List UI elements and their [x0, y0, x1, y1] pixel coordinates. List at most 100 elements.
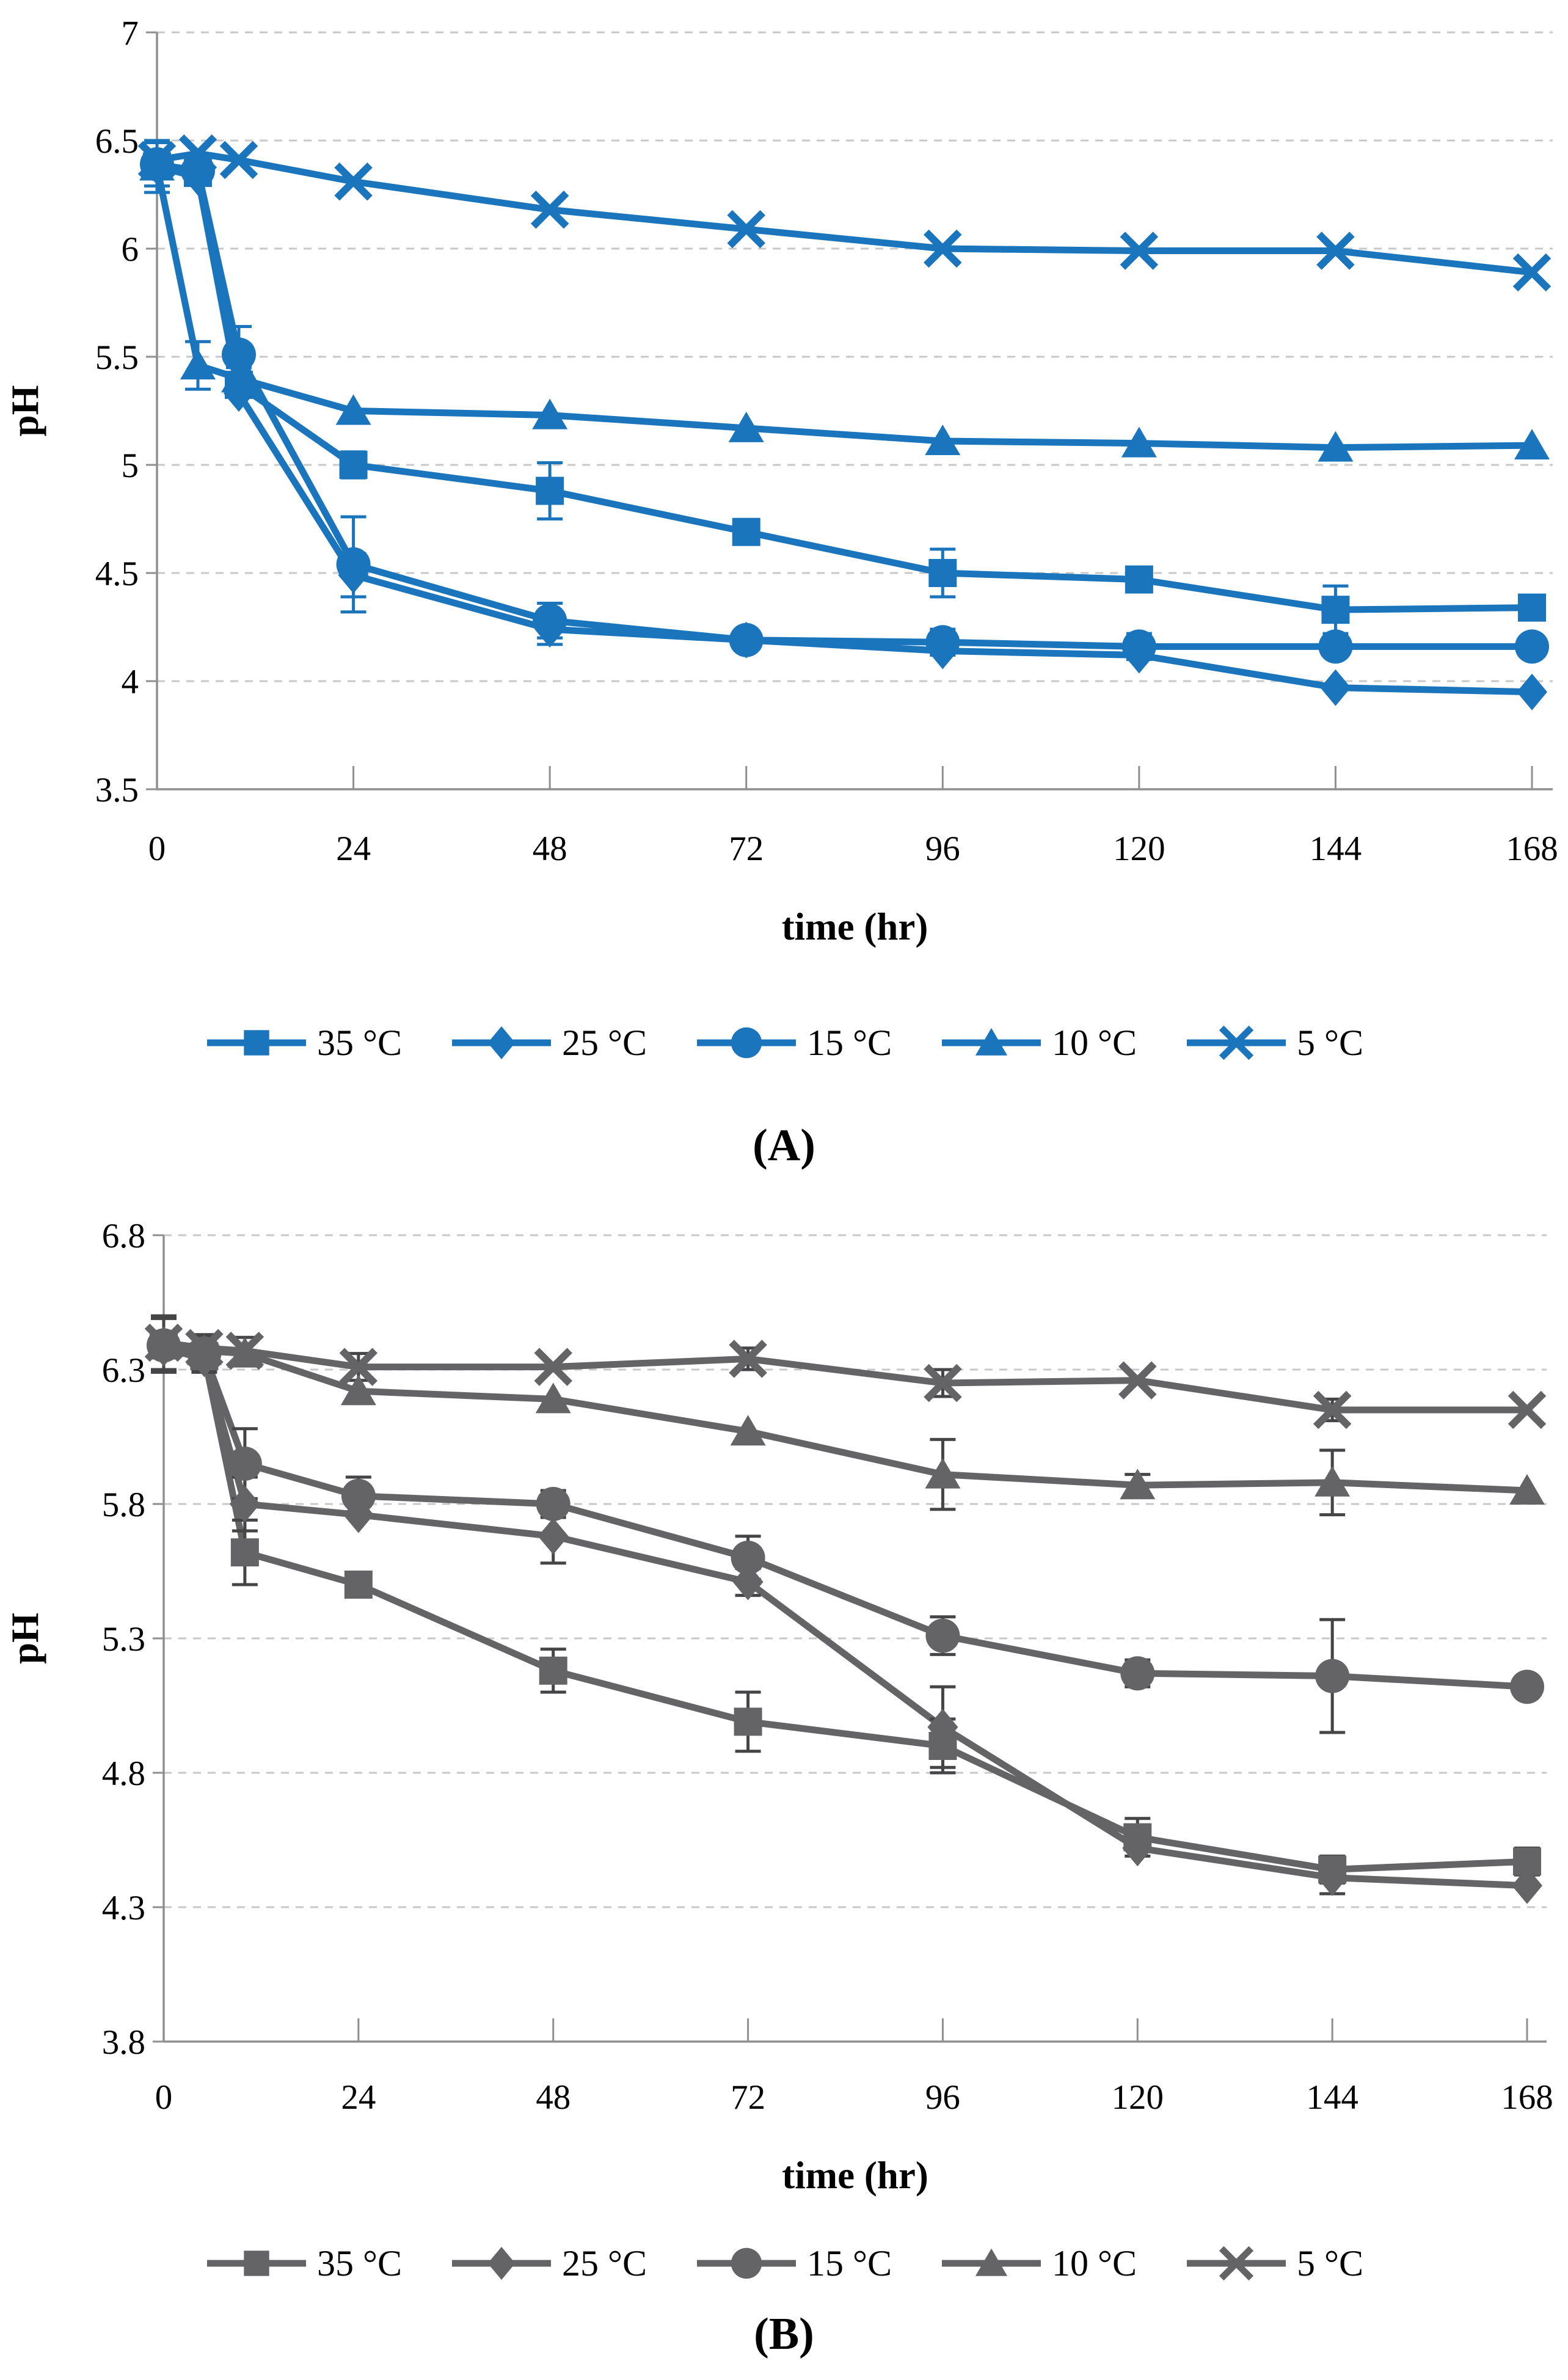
- x-tick-label: 72: [729, 830, 764, 868]
- y-tick-label: 5.3: [102, 1620, 145, 1659]
- x-tick-label: 168: [1501, 2078, 1553, 2117]
- x-tick-label: 72: [731, 2078, 765, 2117]
- triangle-marker-icon: [1120, 1469, 1156, 1500]
- y-tick-label: 7: [122, 14, 139, 53]
- circle-marker-icon: [731, 2247, 762, 2279]
- legend-item-5c: 5 °C: [1184, 2244, 1363, 2283]
- y-tick-label: 5.8: [102, 1486, 145, 1524]
- legend-label: 35 °C: [316, 1023, 402, 1063]
- series-10c-line: [153, 166, 1533, 451]
- series-15c-markers: [140, 147, 1549, 664]
- x-marker-icon: [1120, 232, 1159, 270]
- legend-label: 35 °C: [316, 2243, 402, 2283]
- legend-item-10c: 10 °C: [939, 2244, 1137, 2283]
- triangle-marker-icon: [1315, 1466, 1351, 1497]
- x-marker-icon: [334, 162, 373, 201]
- x-tick-label: 144: [1310, 830, 1362, 868]
- chart-a-plot: 7 6.5 6 5.5 5 4.5 4 3.50 24 48 72 96 120 144 168 time (…: [4, 14, 1558, 948]
- x-tick-label: 24: [336, 830, 371, 868]
- triangle-marker-icon: [1121, 426, 1157, 458]
- diamond-marker-icon: [1317, 1859, 1348, 1896]
- x-tick-label: 0: [155, 2078, 173, 2117]
- x-tick-label: 120: [1113, 830, 1165, 868]
- x-marker-icon: [137, 141, 177, 180]
- x-marker-icon: [144, 1323, 183, 1362]
- legend-label: 25 °C: [561, 1023, 647, 1063]
- series-35c-line: [156, 163, 1533, 613]
- x-marker-icon: [729, 1340, 767, 1378]
- chart-b-legend: 35 °C 25 °C 15 °C 10 °C 5 °C: [0, 2242, 1568, 2285]
- x-marker-icon: [1219, 2246, 1254, 2281]
- legend-circle-icon: [696, 1027, 796, 1059]
- legend-diamond-icon: [451, 1026, 551, 1059]
- circle-marker-icon: [731, 1027, 762, 1059]
- x-tick-label: 96: [925, 2078, 960, 2117]
- x-marker-icon: [1313, 1390, 1352, 1429]
- series-5c-errorbars: [151, 1314, 1346, 1423]
- circle-marker-icon: [336, 547, 371, 582]
- triangle-marker-icon: [340, 1374, 376, 1406]
- triangle-marker-icon: [975, 1028, 1008, 1056]
- circle-marker-icon: [1318, 629, 1353, 664]
- legend-label: 10 °C: [1052, 1023, 1137, 1063]
- circle-marker-icon: [227, 1447, 262, 1481]
- legend-item-5c: 5 °C: [1184, 1023, 1363, 1062]
- diamond-marker-icon: [1512, 1867, 1542, 1904]
- square-marker-icon: [1321, 596, 1350, 624]
- legend-item-15c: 15 °C: [695, 1023, 892, 1062]
- square-marker-icon: [344, 1571, 373, 1599]
- chart-a-legend: 35 °C 25 °C 15 °C 10 °C 5 °C: [0, 1021, 1568, 1064]
- series-35c-line: [162, 1342, 1528, 1873]
- triangle-marker-icon: [925, 1458, 961, 1489]
- x-tick-label: 144: [1306, 2078, 1358, 2117]
- diamond-marker-icon: [1320, 669, 1351, 706]
- circle-marker-icon: [925, 625, 960, 660]
- series-25c-line: [156, 163, 1533, 696]
- circle-marker-icon: [925, 1618, 960, 1653]
- series-25c-errorbars: [191, 1343, 1346, 1896]
- x-tick-label: 96: [925, 830, 960, 868]
- triangle-marker-icon: [335, 394, 371, 425]
- square-marker-icon: [244, 2250, 269, 2276]
- circle-marker-icon: [1315, 1659, 1350, 1693]
- y-tick-label: 5.5: [95, 338, 139, 377]
- x-tick-label: 168: [1506, 830, 1558, 868]
- x-tick-label: 48: [533, 830, 567, 868]
- circle-marker-icon: [1121, 629, 1156, 664]
- y-tick-label: 4.8: [102, 1754, 145, 1793]
- legend-label: 5 °C: [1297, 1023, 1364, 1063]
- circle-marker-icon: [536, 1487, 571, 1521]
- x-tick-label: 0: [148, 830, 166, 868]
- y-tick-label: 4.5: [95, 555, 139, 593]
- square-marker-icon: [539, 1656, 567, 1685]
- chart-b-plot: 6.8 6.3 5.8 5.3 4.8 4.3 3.8 0 24 48 72 96 120 144 168 t…: [4, 1217, 1553, 2197]
- x-axis-title: time (hr): [782, 905, 928, 948]
- y-tick-label: 3.8: [102, 2023, 145, 2062]
- y-tick-label: 4: [122, 663, 139, 701]
- square-marker-icon: [734, 1707, 762, 1736]
- x-marker-icon: [1512, 253, 1552, 292]
- legend-triangle-icon: [942, 1028, 1041, 1056]
- triangle-marker-icon: [1318, 431, 1354, 462]
- triangle-marker-icon: [532, 398, 568, 429]
- x-axis-title: time (hr): [782, 2154, 928, 2197]
- x-marker-icon: [530, 191, 569, 229]
- circle-marker-icon: [180, 153, 215, 188]
- y-tick-label: 3.5: [95, 771, 139, 809]
- diamond-marker-icon: [487, 2247, 516, 2280]
- diamond-marker-icon: [1122, 1830, 1153, 1867]
- diamond-marker-icon: [538, 1517, 569, 1555]
- x-marker-icon: [1316, 232, 1355, 270]
- legend-label: 25 °C: [561, 2243, 647, 2283]
- x-marker-icon: [534, 1348, 572, 1386]
- square-marker-icon: [1125, 565, 1153, 594]
- x-tick-label: 48: [536, 2078, 571, 2117]
- y-axis-title: pH: [4, 385, 46, 436]
- triangle-marker-icon: [535, 1382, 571, 1414]
- square-marker-icon: [732, 517, 760, 546]
- series-5c-markers: [144, 1323, 1547, 1429]
- series-35c-errorbars: [144, 139, 1349, 635]
- diamond-marker-icon: [1517, 673, 1547, 710]
- square-marker-icon: [230, 1538, 259, 1567]
- x-marker-icon: [219, 141, 258, 180]
